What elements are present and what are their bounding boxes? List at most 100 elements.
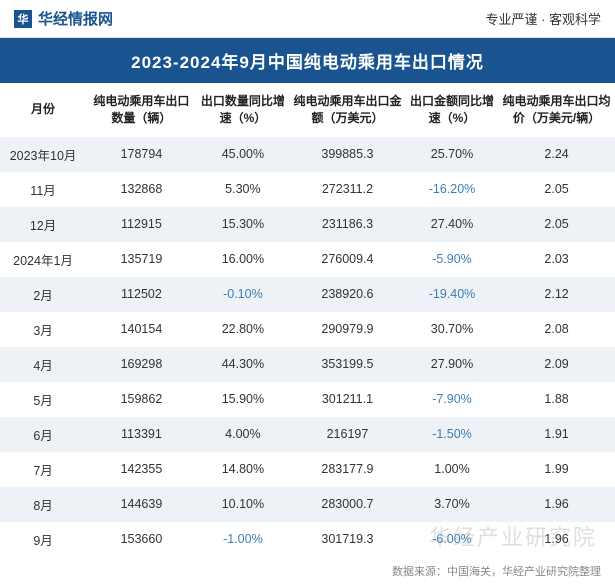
cell-avg: 1.96	[498, 487, 615, 522]
cell-month: 2023年10月	[0, 137, 86, 172]
logo-text: 华经情报网	[38, 8, 113, 29]
table-row: 3月14015422.80%290979.930.70%2.08	[0, 312, 615, 347]
cell-amount-growth: 3.70%	[406, 487, 498, 522]
cell-month: 11月	[0, 172, 86, 207]
cell-avg: 2.05	[498, 207, 615, 242]
cell-amount: 216197	[289, 417, 406, 452]
cell-avg: 1.96	[498, 522, 615, 557]
tagline: 专业严谨 · 客观科学	[485, 9, 601, 28]
cell-amount: 301719.3	[289, 522, 406, 557]
cell-qty: 112915	[86, 207, 197, 242]
table-row: 9月153660-1.00%301719.3-6.00%1.96	[0, 522, 615, 557]
cell-amount: 231186.3	[289, 207, 406, 242]
cell-qty-growth: 15.90%	[197, 382, 289, 417]
cell-amount: 353199.5	[289, 347, 406, 382]
cell-qty-growth: -0.10%	[197, 277, 289, 312]
cell-qty-growth: 5.30%	[197, 172, 289, 207]
logo-area: 华 华经情报网	[14, 8, 113, 29]
cell-qty-growth: 15.30%	[197, 207, 289, 242]
cell-qty: 112502	[86, 277, 197, 312]
cell-qty-growth: 45.00%	[197, 137, 289, 172]
cell-avg: 1.99	[498, 452, 615, 487]
cell-amount-growth: -19.40%	[406, 277, 498, 312]
logo-icon: 华	[14, 10, 32, 28]
cell-month: 7月	[0, 452, 86, 487]
cell-amount: 283177.9	[289, 452, 406, 487]
cell-avg: 2.05	[498, 172, 615, 207]
cell-avg: 2.24	[498, 137, 615, 172]
cell-amount: 301211.1	[289, 382, 406, 417]
cell-avg: 2.09	[498, 347, 615, 382]
cell-amount: 276009.4	[289, 242, 406, 277]
cell-month: 2月	[0, 277, 86, 312]
table-body: 2023年10月17879445.00%399885.325.70%2.2411…	[0, 137, 615, 557]
cell-avg: 2.08	[498, 312, 615, 347]
cell-avg: 2.03	[498, 242, 615, 277]
cell-qty-growth: -1.00%	[197, 522, 289, 557]
table-row: 8月14463910.10%283000.73.70%1.96	[0, 487, 615, 522]
cell-amount: 290979.9	[289, 312, 406, 347]
data-table: 月份 纯电动乘用车出口数量（辆） 出口数量同比增速（%） 纯电动乘用车出口金额（…	[0, 83, 615, 557]
cell-qty: 140154	[86, 312, 197, 347]
table-row: 12月11291515.30%231186.327.40%2.05	[0, 207, 615, 242]
col-header-month: 月份	[0, 83, 86, 137]
cell-amount-growth: -1.50%	[406, 417, 498, 452]
cell-month: 3月	[0, 312, 86, 347]
cell-qty: 135719	[86, 242, 197, 277]
cell-qty: 178794	[86, 137, 197, 172]
cell-month: 8月	[0, 487, 86, 522]
cell-amount-growth: 27.90%	[406, 347, 498, 382]
cell-avg: 1.88	[498, 382, 615, 417]
data-source: 数据来源：中国海关，华经产业研究院整理	[0, 557, 615, 585]
cell-month: 5月	[0, 382, 86, 417]
cell-month: 2024年1月	[0, 242, 86, 277]
cell-amount: 272311.2	[289, 172, 406, 207]
table-row: 4月16929844.30%353199.527.90%2.09	[0, 347, 615, 382]
cell-amount: 283000.7	[289, 487, 406, 522]
table-row: 11月1328685.30%272311.2-16.20%2.05	[0, 172, 615, 207]
cell-qty-growth: 44.30%	[197, 347, 289, 382]
table-row: 2月112502-0.10%238920.6-19.40%2.12	[0, 277, 615, 312]
col-header-amount-growth: 出口金额同比增速（%）	[406, 83, 498, 137]
cell-qty: 132868	[86, 172, 197, 207]
cell-qty-growth: 22.80%	[197, 312, 289, 347]
cell-amount: 399885.3	[289, 137, 406, 172]
cell-month: 6月	[0, 417, 86, 452]
cell-qty-growth: 10.10%	[197, 487, 289, 522]
table-row: 7月14235514.80%283177.91.00%1.99	[0, 452, 615, 487]
cell-amount-growth: 27.40%	[406, 207, 498, 242]
cell-qty-growth: 16.00%	[197, 242, 289, 277]
table-row: 6月1133914.00%216197-1.50%1.91	[0, 417, 615, 452]
cell-amount: 238920.6	[289, 277, 406, 312]
cell-qty: 144639	[86, 487, 197, 522]
cell-avg: 1.91	[498, 417, 615, 452]
cell-qty: 153660	[86, 522, 197, 557]
table-row: 2023年10月17879445.00%399885.325.70%2.24	[0, 137, 615, 172]
table-header-row: 月份 纯电动乘用车出口数量（辆） 出口数量同比增速（%） 纯电动乘用车出口金额（…	[0, 83, 615, 137]
cell-qty-growth: 14.80%	[197, 452, 289, 487]
cell-amount-growth: -7.90%	[406, 382, 498, 417]
cell-amount-growth: -16.20%	[406, 172, 498, 207]
cell-amount-growth: -5.90%	[406, 242, 498, 277]
cell-month: 9月	[0, 522, 86, 557]
cell-qty: 169298	[86, 347, 197, 382]
cell-month: 12月	[0, 207, 86, 242]
col-header-qty-growth: 出口数量同比增速（%）	[197, 83, 289, 137]
col-header-amount: 纯电动乘用车出口金额（万美元）	[289, 83, 406, 137]
cell-qty: 142355	[86, 452, 197, 487]
cell-qty: 159862	[86, 382, 197, 417]
col-header-qty: 纯电动乘用车出口数量（辆）	[86, 83, 197, 137]
page-title: 2023-2024年9月中国纯电动乘用车出口情况	[0, 38, 615, 83]
data-table-container: 月份 纯电动乘用车出口数量（辆） 出口数量同比增速（%） 纯电动乘用车出口金额（…	[0, 83, 615, 557]
cell-amount-growth: 30.70%	[406, 312, 498, 347]
cell-amount-growth: 1.00%	[406, 452, 498, 487]
cell-amount-growth: -6.00%	[406, 522, 498, 557]
page-header: 华 华经情报网 专业严谨 · 客观科学	[0, 0, 615, 38]
table-row: 5月15986215.90%301211.1-7.90%1.88	[0, 382, 615, 417]
table-row: 2024年1月13571916.00%276009.4-5.90%2.03	[0, 242, 615, 277]
cell-month: 4月	[0, 347, 86, 382]
cell-qty-growth: 4.00%	[197, 417, 289, 452]
cell-amount-growth: 25.70%	[406, 137, 498, 172]
col-header-avg: 纯电动乘用车出口均价（万美元/辆）	[498, 83, 615, 137]
cell-avg: 2.12	[498, 277, 615, 312]
